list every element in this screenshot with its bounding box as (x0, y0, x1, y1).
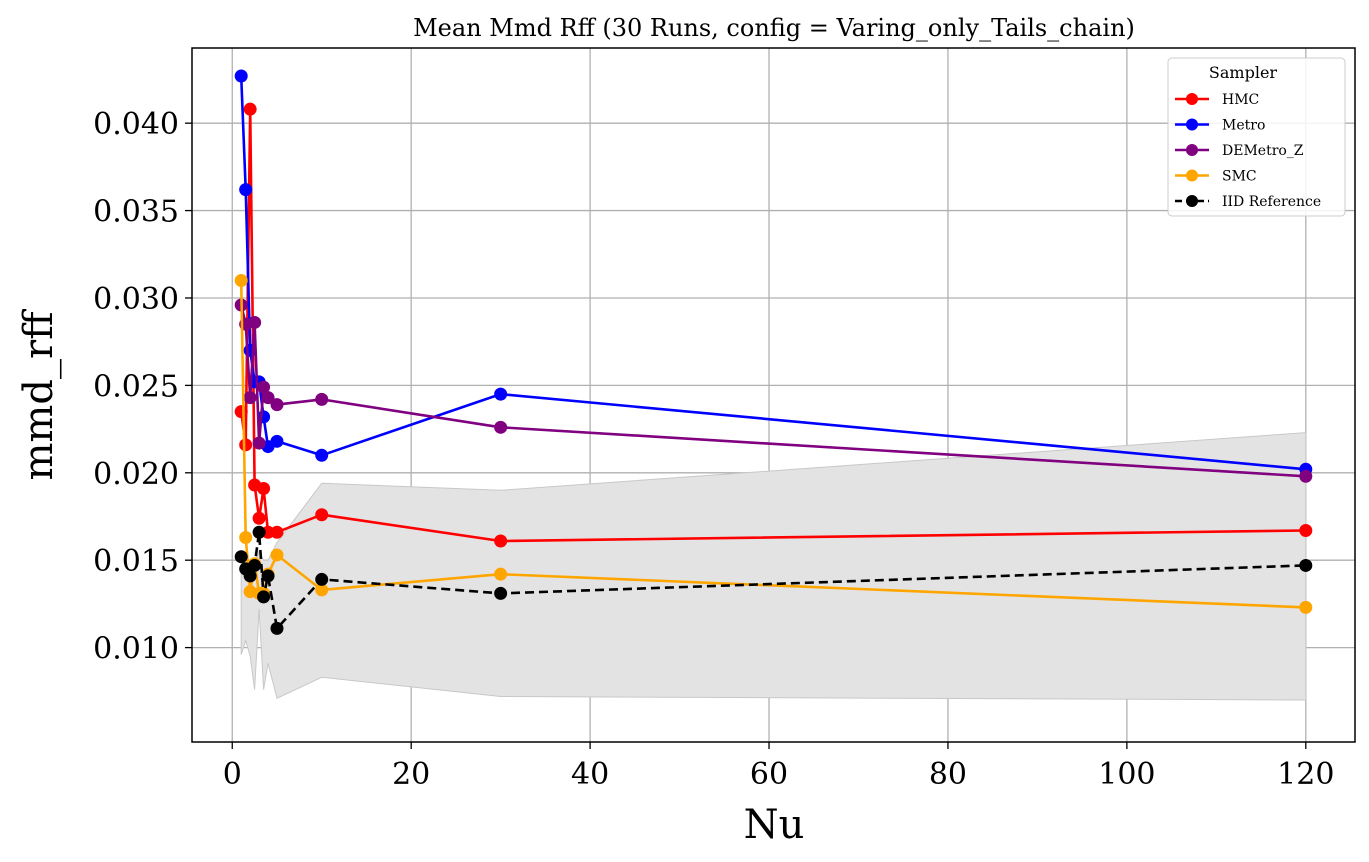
y-tick-label-1: 0.015 (93, 544, 179, 579)
y-tick-label-5: 0.035 (93, 195, 179, 230)
point-hmc-4 (252, 511, 266, 525)
x-tick-label-5: 100 (1098, 757, 1155, 792)
point-demetro-z-5 (257, 380, 271, 394)
legend-marker-demetro-z (1186, 144, 1198, 156)
point-metro-9 (494, 387, 508, 401)
point-metro-7 (270, 434, 284, 448)
point-hmc-9 (494, 534, 508, 548)
legend-label-smc: SMC (1222, 169, 1257, 185)
x-tick-label-6: 120 (1277, 757, 1334, 792)
x-tick-label-3: 60 (750, 757, 788, 792)
point-metro-0 (234, 69, 248, 83)
point-iid-reference-8 (315, 572, 329, 586)
point-hmc-2 (243, 102, 257, 116)
y-tick-label-2: 0.020 (93, 457, 179, 492)
legend: Sampler HMC Metro DEMetro_Z SMC IID Referenc… (1167, 57, 1346, 217)
point-smc-1 (239, 530, 253, 544)
y-tick-label-6: 0.040 (93, 107, 179, 142)
point-metro-8 (315, 448, 329, 462)
point-hmc-0 (234, 405, 248, 419)
series-layer (234, 69, 1313, 635)
legend-frame (1167, 57, 1346, 217)
legend-entries: HMC Metro DEMetro_Z SMC IID Reference (1175, 92, 1321, 210)
y-axis-title: mmd_rff (16, 309, 62, 481)
point-demetro-z-3 (248, 315, 262, 329)
plot-frame (191, 47, 1356, 743)
y-tick-label-3: 0.025 (93, 369, 179, 404)
legend-title: Sampler (1209, 63, 1278, 82)
point-iid-reference-0 (234, 550, 248, 564)
series-line-metro (239, 75, 1306, 471)
point-demetro-z-9 (494, 420, 508, 434)
axes-layer (191, 47, 1356, 743)
x-tick-label-2: 40 (571, 757, 609, 792)
point-metro-1 (239, 183, 253, 197)
legend-label-demetro-z: DEMetro_Z (1222, 143, 1304, 159)
point-smc-8 (315, 583, 329, 597)
x-tick-label-1: 20 (392, 757, 430, 792)
point-iid-reference-5 (257, 590, 271, 604)
point-iid-reference-4 (252, 525, 266, 539)
point-demetro-z-10 (1299, 469, 1313, 483)
point-iid-reference-10 (1299, 558, 1313, 572)
y-tick-label-4: 0.030 (93, 282, 179, 317)
point-hmc-5 (257, 482, 271, 496)
point-hmc-6 (261, 525, 275, 539)
ticks-layer: 0 20 40 60 80 100 120 0.010 0.015 0.020 0.025 0.030… (93, 107, 1334, 792)
legend-marker-iid-reference (1186, 195, 1198, 207)
legend-marker-hmc (1186, 93, 1198, 105)
y-tick-label-0: 0.010 (93, 632, 179, 667)
point-hmc-10 (1299, 523, 1313, 537)
x-tick-label-4: 80 (929, 757, 967, 792)
point-iid-reference-6 (261, 569, 275, 583)
legend-marker-smc (1186, 169, 1198, 182)
point-demetro-z-8 (315, 392, 329, 406)
point-smc-10 (1299, 600, 1313, 614)
point-smc-0 (234, 273, 248, 287)
iid-band (240, 432, 1307, 701)
point-smc-9 (494, 567, 508, 581)
point-demetro-z-4 (252, 436, 266, 450)
point-iid-reference-7 (270, 621, 284, 635)
point-hmc-1 (239, 438, 253, 452)
legend-marker-metro (1186, 118, 1198, 131)
legend-label-metro: Metro (1222, 118, 1265, 134)
point-smc-7 (270, 548, 284, 562)
chart-title: Mean Mmd Rff (30 Runs, config = Varing_o… (413, 14, 1135, 42)
point-demetro-z-6 (261, 391, 275, 405)
x-tick-label-0: 0 (223, 757, 242, 792)
band-layer (240, 432, 1307, 701)
point-demetro-z-7 (270, 398, 284, 412)
point-demetro-z-2 (243, 391, 257, 405)
x-axis-title: Nu (744, 802, 805, 848)
point-hmc-8 (315, 508, 329, 522)
legend-label-hmc: HMC (1222, 92, 1259, 108)
legend-label-iid-reference: IID Reference (1222, 194, 1321, 210)
point-iid-reference-9 (494, 586, 508, 600)
point-iid-reference-2 (243, 569, 257, 583)
point-hmc-7 (270, 525, 284, 539)
point-iid-reference-3 (248, 558, 262, 572)
